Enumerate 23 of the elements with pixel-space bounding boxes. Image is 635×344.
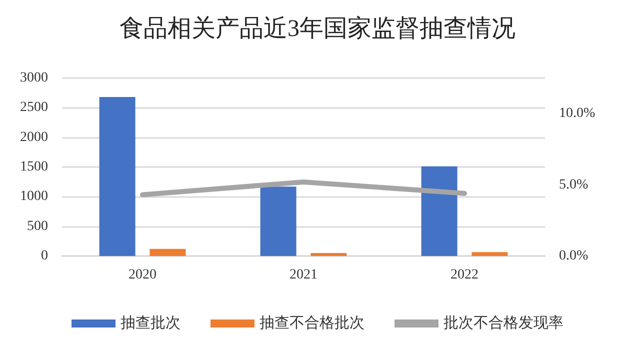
y2-tick-label: 5.0% [559, 177, 588, 192]
bar [150, 248, 186, 256]
y-tick-label: 2000 [20, 130, 48, 145]
y-tick-label: 500 [27, 218, 48, 234]
x-tick-label: 2022 [450, 268, 478, 282]
y2-tick-label: 0.0% [559, 248, 588, 264]
bar [472, 252, 508, 256]
x-tick-label: 2020 [128, 268, 156, 282]
y-tick-label: 2500 [20, 100, 48, 116]
bar [310, 253, 347, 256]
y-tick-label: 1000 [20, 189, 48, 204]
x-tick-label: 2021 [290, 268, 318, 282]
y-tick-label: 0 [41, 248, 48, 264]
bar [99, 96, 136, 256]
y-tick-label: 1500 [20, 160, 48, 174]
y-tick-label: 3000 [20, 70, 48, 86]
bar [421, 166, 458, 256]
chart-title: 食品相关产品近3年国家监督抽查情况 [120, 15, 516, 42]
y2-tick-label: 10.0% [559, 106, 596, 122]
legend-label: 抽查批次 [120, 314, 180, 332]
bar [260, 186, 296, 256]
legend-label: 抽查不合格批次 [260, 314, 364, 332]
legend-label: 批次不合格发现率 [444, 314, 564, 332]
